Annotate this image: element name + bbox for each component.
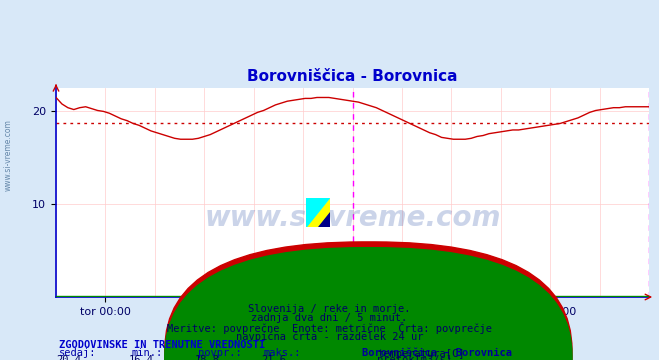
Text: min.:: min.:	[132, 348, 163, 358]
Text: ZGODOVINSKE IN TRENUTNE VREDNOSTI: ZGODOVINSKE IN TRENUTNE VREDNOSTI	[59, 340, 266, 350]
Text: 20,4: 20,4	[57, 355, 82, 360]
Text: www.si-vreme.com: www.si-vreme.com	[204, 204, 501, 231]
Text: Borovniščica - Borovnica: Borovniščica - Borovnica	[362, 348, 513, 358]
Text: Slovenija / reke in morje.: Slovenija / reke in morje.	[248, 304, 411, 314]
Polygon shape	[306, 198, 330, 227]
Text: temperatura[C]: temperatura[C]	[377, 349, 465, 359]
Title: Borovniščica - Borovnica: Borovniščica - Borovnica	[247, 69, 458, 84]
Text: www.si-vreme.com: www.si-vreme.com	[3, 119, 13, 191]
Text: Meritve: povprečne  Enote: metrične  Črta: povprečje: Meritve: povprečne Enote: metrične Črta:…	[167, 322, 492, 334]
Polygon shape	[318, 212, 330, 227]
Text: maks.:: maks.:	[264, 348, 301, 358]
Text: navpična črta - razdelek 24 ur: navpična črta - razdelek 24 ur	[236, 331, 423, 342]
Text: pretok[m3/s]: pretok[m3/s]	[377, 355, 452, 360]
Text: 18,8: 18,8	[195, 355, 220, 360]
Polygon shape	[306, 198, 330, 227]
Text: povpr.:: povpr.:	[198, 348, 241, 358]
Text: 21,6: 21,6	[261, 355, 286, 360]
Text: zadnja dva dni / 5 minut.: zadnja dva dni / 5 minut.	[251, 313, 408, 323]
Text: 16,4: 16,4	[129, 355, 154, 360]
Text: sedaj:: sedaj:	[59, 348, 97, 358]
